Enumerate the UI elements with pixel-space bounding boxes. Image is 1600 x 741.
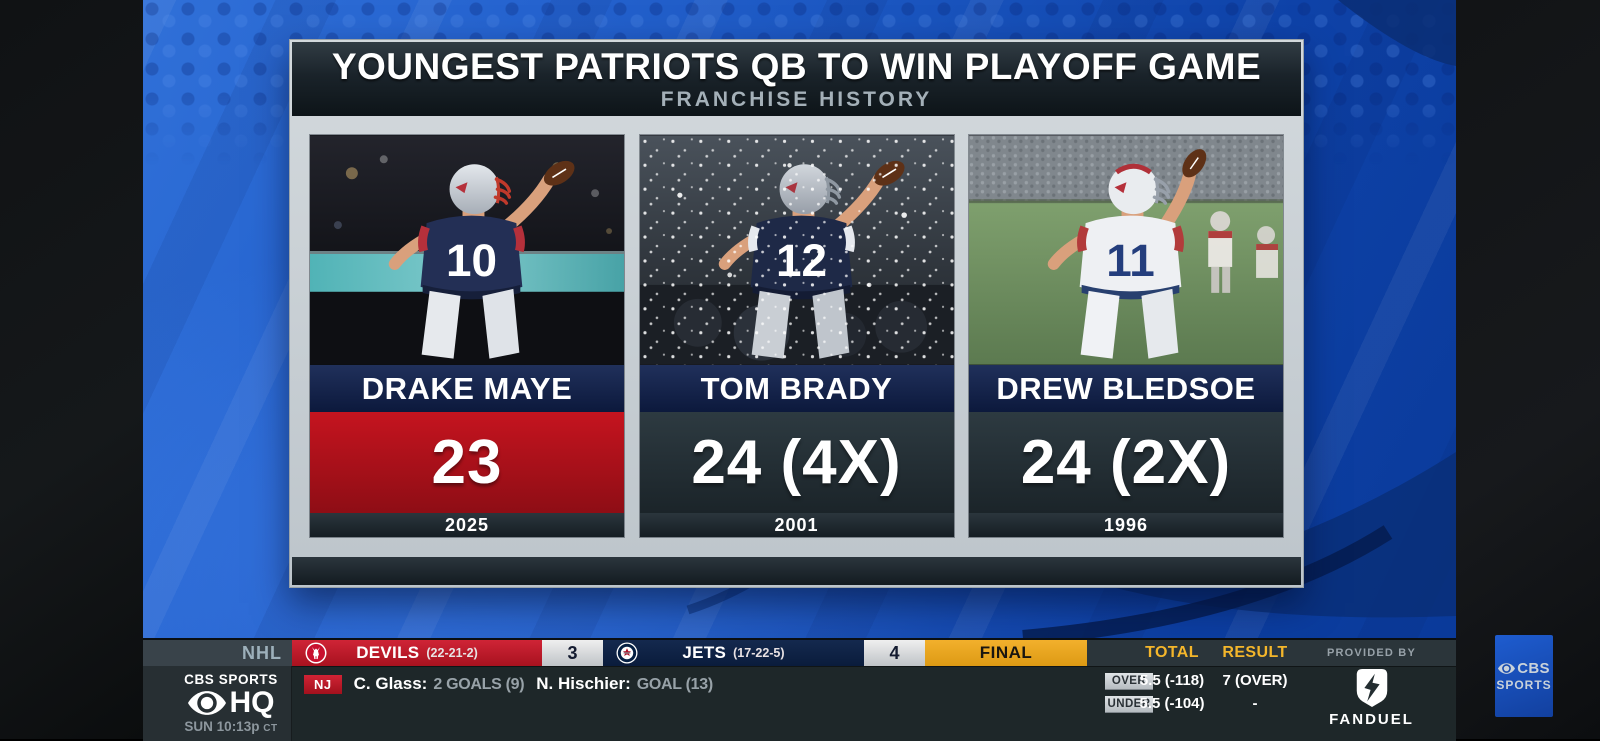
away-score: 3 <box>567 642 578 663</box>
player-photo-tom-brady: 12 <box>639 135 954 365</box>
home-team-record: (17-22-5) <box>733 646 785 660</box>
cbs-sports-watermark: CBS SPORTS <box>1495 635 1553 717</box>
fanduel-shield-icon <box>1356 668 1387 708</box>
home-team-name: JETS <box>682 643 727 662</box>
winnipeg-jets-logo-icon <box>616 642 638 664</box>
player-name-bar: DRAKE MAYE <box>310 365 624 412</box>
graphic-subtitle: FRANCHISE HISTORY <box>660 88 933 111</box>
player-card-tom-brady: 12 TOM BRADY <box>639 135 954 537</box>
sponsor-name: FANDUEL <box>1329 711 1414 728</box>
provided-by-label: PROVIDED BY <box>1327 647 1416 659</box>
drake-maye-illustration: 10 <box>310 135 624 365</box>
player-age: 24 (2X) <box>1020 428 1232 497</box>
league-label: NHL <box>242 642 282 663</box>
ticker-away-team: DEVILS (22-21-2) <box>292 640 542 666</box>
team-abbr-badge: NJ <box>304 674 342 694</box>
under-badge: UNDER <box>1105 696 1153 713</box>
player-age-box: 24 (4X) <box>639 412 954 513</box>
graphic-footer-bar <box>292 557 1301 585</box>
ticker-home-team: JETS (17-22-5) <box>603 640 864 666</box>
player-card-drew-bledsoe: 11 DREW BLEDSOE 24 (2X) 1996 <box>969 135 1283 537</box>
player-age: 23 <box>431 428 503 497</box>
network-hq-lockup: HQ <box>187 686 275 720</box>
ticker-detail-row: CBS SPORTS HQ SUN 10:13p CT NJ C. Glass:… <box>143 666 1456 741</box>
player-year-bar: 2001 <box>639 513 954 537</box>
player-year: 1996 <box>1103 514 1149 535</box>
player-name-bar: DREW BLEDSOE <box>969 365 1283 412</box>
away-team-record: (22-21-2) <box>426 646 478 660</box>
player-cards: 10 DRAKE MAYE 23 2025 <box>310 135 1283 537</box>
tom-brady-illustration: 12 <box>639 135 954 365</box>
watermark-cbs: CBS <box>1517 660 1550 677</box>
player-year-bar: 2025 <box>310 513 624 537</box>
player-age: 24 (4X) <box>691 428 902 497</box>
nj-devils-logo-icon <box>305 642 327 664</box>
stat-graphic-panel: YOUNGEST PATRIOTS QB TO WIN PLAYOFF GAME… <box>290 40 1303 587</box>
score-ticker: NHL DEVILS (22-21-2) 3 <box>143 638 1456 741</box>
ticker-league: NHL <box>143 640 292 666</box>
betting-row-under: UNDER 5.5 (-104) - <box>1087 695 1456 715</box>
stat-item: N. Hischier: GOAL (13) <box>536 674 713 694</box>
player-year-bar: 1996 <box>969 513 1283 537</box>
over-total: 5.5 (-118) <box>1139 672 1205 689</box>
drew-bledsoe-illustration: 11 <box>969 135 1283 365</box>
player-photo-drake-maye: 10 <box>310 135 624 365</box>
player-year: 2025 <box>444 514 490 535</box>
watermark-sports: SPORTS <box>1496 678 1552 692</box>
betting-panel: OVER 5.5 (-118) 7 (OVER) UNDER 5.5 (-104… <box>1087 666 1456 741</box>
game-status: FINAL <box>979 643 1033 662</box>
network-branding: CBS SPORTS HQ SUN 10:13p CT <box>143 666 292 741</box>
game-status-box: FINAL <box>925 640 1087 666</box>
player-name: DRAKE MAYE <box>361 370 573 406</box>
stat-item: C. Glass: 2 GOALS (9) <box>354 674 525 694</box>
betting-row-over: OVER 5.5 (-118) 7 (OVER) <box>1087 672 1456 692</box>
graphic-title: YOUNGEST PATRIOTS QB TO WIN PLAYOFF GAME <box>331 46 1262 87</box>
ticker-score-row: NHL DEVILS (22-21-2) 3 <box>143 640 1456 666</box>
player-name: TOM BRADY <box>700 370 893 406</box>
away-score-box: 3 <box>542 640 603 666</box>
network-schedule: SUN 10:13p CT <box>184 719 278 735</box>
player-name-bar: TOM BRADY <box>639 365 954 412</box>
game-stats-line: NJ C. Glass: 2 GOALS (9) N. Hischier: GO… <box>304 674 713 694</box>
network-hq: HQ <box>229 686 275 720</box>
betting-header-row: TOTAL RESULT PROVIDED BY <box>1087 640 1456 666</box>
network-name: CBS SPORTS <box>184 671 278 687</box>
stat-player-name: C. Glass: <box>353 674 428 693</box>
result-header: RESULT <box>1222 644 1288 661</box>
letterbox-right <box>1456 0 1600 739</box>
under-total: 5.5 (-104) <box>1139 695 1205 712</box>
over-result: 7 (OVER) <box>1222 672 1288 689</box>
jersey-number: 10 <box>446 234 497 286</box>
over-badge: OVER <box>1105 673 1153 690</box>
player-year: 2001 <box>774 514 819 535</box>
total-header: TOTAL <box>1145 644 1199 661</box>
player-name: DREW BLEDSOE <box>996 370 1256 406</box>
under-result: - <box>1252 695 1258 712</box>
stat-value: 2 GOALS (9) <box>433 676 525 693</box>
player-card-drake-maye: 10 DRAKE MAYE 23 2025 <box>310 135 624 537</box>
home-score: 4 <box>889 642 900 663</box>
player-age-box: 24 (2X) <box>969 412 1283 513</box>
player-age-box: 23 <box>310 412 624 513</box>
jersey-number: 11 <box>1106 234 1154 286</box>
cbs-eye-icon <box>1498 663 1516 674</box>
cbs-eye-icon <box>187 691 226 716</box>
stat-value: GOAL (13) <box>636 676 713 693</box>
away-team-name: DEVILS <box>356 643 420 662</box>
letterbox-left <box>0 0 143 739</box>
network-timezone: CT <box>263 723 278 735</box>
sponsor-lockup: FANDUEL <box>1299 668 1444 740</box>
home-score-box: 4 <box>864 640 925 666</box>
player-photo-drew-bledsoe: 11 <box>969 135 1283 365</box>
graphic-header: YOUNGEST PATRIOTS QB TO WIN PLAYOFF GAME… <box>292 42 1301 116</box>
stat-player-name: N. Hischier: <box>536 674 631 693</box>
